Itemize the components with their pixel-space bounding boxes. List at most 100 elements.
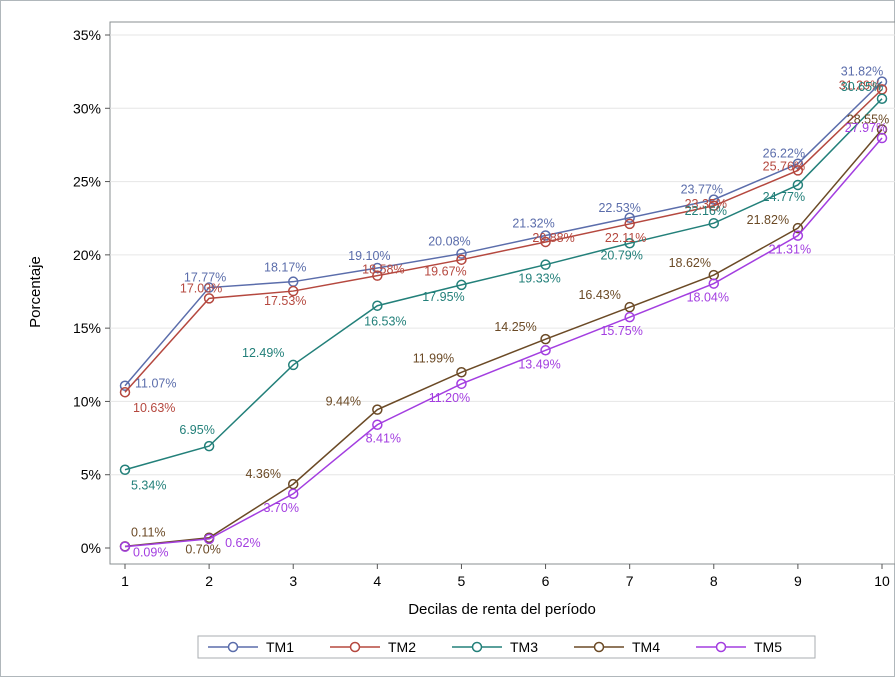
data-point xyxy=(540,236,551,248)
data-point xyxy=(540,259,551,270)
data-label: 9.44% xyxy=(326,395,361,409)
data-point xyxy=(624,301,635,313)
data-point xyxy=(708,217,720,229)
data-point xyxy=(792,179,804,191)
data-label: 17.95% xyxy=(422,290,464,304)
data-point xyxy=(456,378,467,390)
series-line-tm3 xyxy=(124,98,883,471)
data-label: 21.31% xyxy=(769,243,811,257)
data-label: 12.49% xyxy=(242,346,284,360)
data-label: 10.63% xyxy=(133,401,175,415)
data-label: 18.04% xyxy=(687,291,729,305)
y-tick-label: 5% xyxy=(81,467,101,483)
data-point xyxy=(876,132,888,144)
legend-marker xyxy=(593,641,605,653)
data-label: 21.82% xyxy=(747,213,789,227)
data-label: 18.62% xyxy=(669,256,711,270)
data-point xyxy=(372,300,383,311)
y-tick-label: 10% xyxy=(73,393,101,409)
data-label: 27.97% xyxy=(845,121,887,135)
data-label: 26.22% xyxy=(763,147,805,161)
legend-item-tm2: TM2 xyxy=(330,639,416,655)
legend-label: TM5 xyxy=(754,639,782,655)
data-label: 20.79% xyxy=(600,248,642,262)
data-point xyxy=(372,419,383,430)
data-point xyxy=(624,238,635,249)
data-label: 4.36% xyxy=(245,467,280,481)
data-point xyxy=(456,254,467,265)
data-label: 14.25% xyxy=(494,320,536,334)
data-point xyxy=(456,279,467,291)
data-point xyxy=(708,278,720,289)
data-point xyxy=(119,541,131,552)
data-point xyxy=(372,270,383,281)
y-tick-label: 15% xyxy=(73,320,101,336)
legend-label: TM2 xyxy=(388,639,416,655)
data-label: 22.16% xyxy=(685,204,727,218)
data-label: 31.82% xyxy=(841,65,883,79)
x-tick-label: 5 xyxy=(458,573,466,589)
data-point xyxy=(203,533,215,545)
legend-marker xyxy=(471,641,483,653)
data-point xyxy=(372,262,383,274)
y-tick-label: 20% xyxy=(73,247,101,263)
plot-area xyxy=(109,21,896,565)
x-axis-label: Decilas de renta del período xyxy=(408,601,596,618)
data-label: 0.11% xyxy=(131,525,166,539)
data-label: 15.75% xyxy=(600,324,642,338)
data-label: 11.07% xyxy=(135,377,176,391)
data-point xyxy=(287,359,299,371)
legend-item-tm1: TM1 xyxy=(208,639,294,655)
data-point xyxy=(456,248,467,259)
data-label: 6.95% xyxy=(179,423,214,437)
data-point xyxy=(372,404,383,415)
data-point xyxy=(876,76,888,87)
data-point xyxy=(540,230,551,241)
data-label: 3.70% xyxy=(263,501,298,515)
data-label: 16.43% xyxy=(578,288,620,302)
x-tick-label: 1 xyxy=(121,573,129,589)
data-label: 31.29% xyxy=(839,78,881,92)
legend-marker xyxy=(227,641,239,653)
x-tick-label: 10 xyxy=(874,573,890,589)
data-label: 19.10% xyxy=(348,249,390,263)
data-label: 20.88% xyxy=(532,231,574,245)
data-label: 16.53% xyxy=(364,315,406,329)
legend-item-tm3: TM3 xyxy=(452,639,538,655)
data-label: 20.08% xyxy=(428,235,470,249)
data-label: 25.76% xyxy=(763,159,805,173)
data-label: 8.41% xyxy=(366,432,401,446)
data-label: 5.34% xyxy=(131,479,166,493)
data-label: 22.53% xyxy=(598,201,640,215)
x-tick-label: 3 xyxy=(289,573,297,589)
data-label: 24.77% xyxy=(763,190,805,204)
data-point xyxy=(203,440,215,452)
data-label: 0.09% xyxy=(133,546,168,560)
data-label: 23.77% xyxy=(681,183,723,197)
data-point xyxy=(119,380,131,391)
data-point xyxy=(540,333,551,345)
series-line-tm2 xyxy=(124,88,883,393)
data-point xyxy=(708,200,720,212)
series-line-tm4 xyxy=(124,129,883,548)
data-point xyxy=(708,194,720,205)
data-label: 18.58% xyxy=(362,263,404,277)
x-tick-label: 7 xyxy=(626,573,634,589)
data-point xyxy=(876,93,888,105)
data-point xyxy=(287,488,299,500)
x-tick-label: 2 xyxy=(205,573,213,589)
data-label: 0.62% xyxy=(225,536,260,550)
data-label: 11.99% xyxy=(413,351,454,365)
data-point xyxy=(624,218,635,230)
x-tick-label: 4 xyxy=(373,573,381,589)
data-point xyxy=(203,282,215,293)
data-label: 17.03% xyxy=(180,281,222,295)
y-tick-label: 35% xyxy=(73,27,101,43)
data-point xyxy=(119,464,131,475)
legend-box xyxy=(197,635,816,659)
series-line-tm1 xyxy=(124,81,883,387)
data-point xyxy=(792,230,804,241)
data-point xyxy=(792,222,804,234)
legend-item-tm4: TM4 xyxy=(574,639,660,655)
